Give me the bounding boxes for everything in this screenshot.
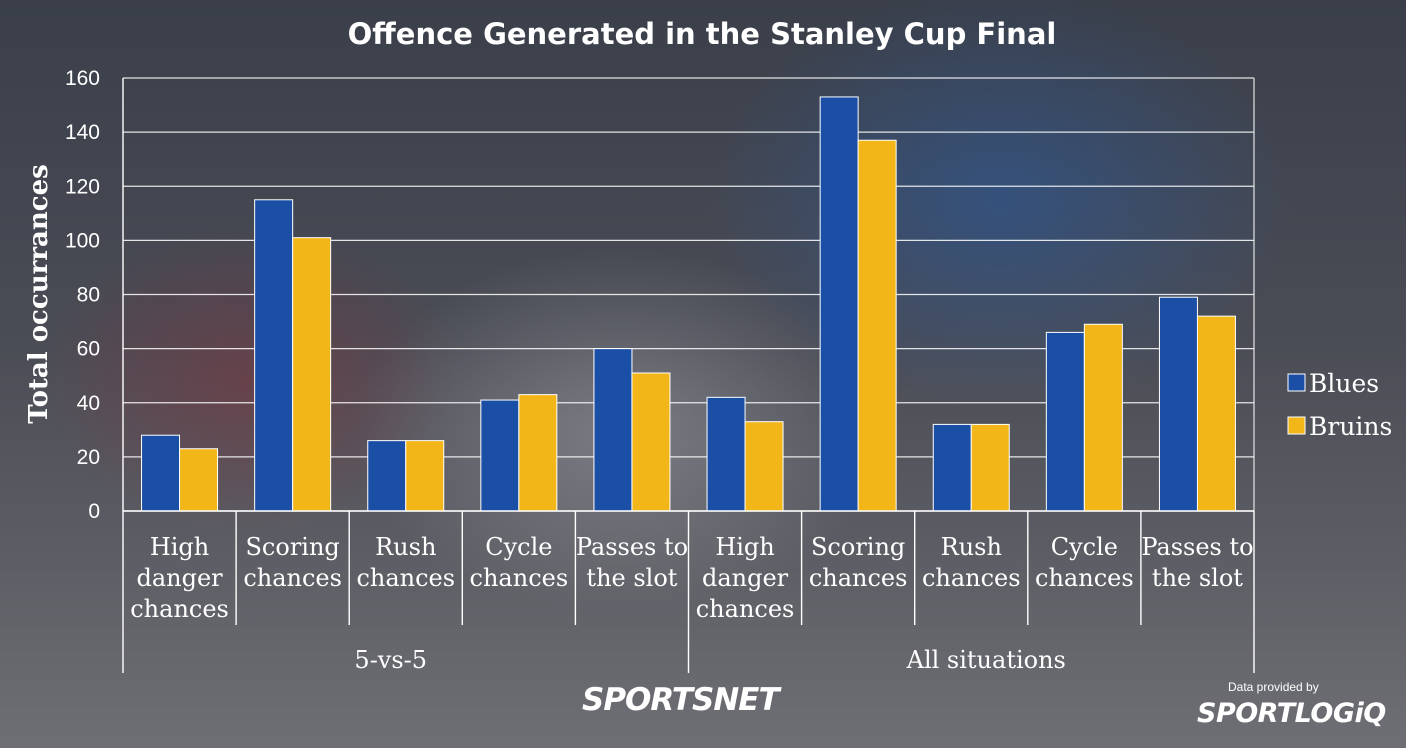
x-category-line: chances bbox=[1035, 564, 1134, 592]
bar-blues bbox=[932, 423, 972, 512]
x-category-line: chances bbox=[922, 564, 1021, 592]
x-category-label: High danger chances bbox=[696, 533, 795, 623]
x-category-line: Passes to bbox=[1141, 533, 1253, 561]
x-axis: High danger chances Scoring chances Rush chanc… bbox=[122, 510, 1255, 674]
bar-blues bbox=[593, 348, 633, 512]
bar-blues bbox=[706, 396, 746, 512]
bar-bruins bbox=[970, 423, 1010, 512]
bar-bruins bbox=[631, 372, 671, 512]
bar-blues bbox=[480, 399, 520, 512]
sportsnet-logo: SPORTSNET bbox=[582, 682, 780, 718]
y-tick-label: 0 bbox=[88, 500, 100, 523]
legend-label-blues: Blues bbox=[1309, 369, 1379, 398]
bar-blues bbox=[254, 199, 294, 512]
x-category-line: chances bbox=[470, 564, 569, 592]
x-category-label: Rush chances bbox=[356, 533, 455, 592]
y-tick-label: 160 bbox=[65, 67, 100, 90]
x-category-line: danger bbox=[136, 564, 223, 592]
x-category-line: the slot bbox=[586, 564, 677, 592]
x-category-line: Rush bbox=[375, 533, 436, 561]
y-tick-label: 40 bbox=[77, 392, 100, 415]
bar-bruins bbox=[857, 139, 897, 512]
x-category-line: chances bbox=[356, 564, 455, 592]
x-category-label: Scoring chances bbox=[243, 533, 342, 592]
x-category-label: Passes to the slot bbox=[576, 533, 688, 592]
sportlogiq-logo: SPORTLOGiQ bbox=[1197, 698, 1386, 729]
x-category-label: Cycle chances bbox=[1035, 533, 1134, 592]
x-category-line: High bbox=[715, 533, 774, 561]
bar-bruins bbox=[1083, 323, 1123, 512]
x-category-label: Scoring chances bbox=[809, 533, 908, 592]
x-category-label: Rush chances bbox=[922, 533, 1021, 592]
x-category-label: High danger chances bbox=[130, 533, 229, 623]
x-group-label: 5-vs-5 bbox=[354, 646, 427, 674]
x-category-line: Passes to bbox=[576, 533, 688, 561]
data-provided-by-text: Data provided by bbox=[1228, 680, 1319, 694]
bar-bruins bbox=[518, 394, 558, 512]
bar-blues bbox=[1045, 331, 1085, 512]
y-tick-label: 20 bbox=[77, 446, 100, 469]
legend-swatch-bruins bbox=[1287, 416, 1306, 435]
x-category-line: chances bbox=[130, 595, 229, 623]
bar-bruins bbox=[292, 237, 332, 512]
x-category-line: chances bbox=[243, 564, 342, 592]
bar-bruins bbox=[744, 421, 784, 512]
x-category-line: the slot bbox=[1152, 564, 1243, 592]
bar-bruins bbox=[1196, 315, 1236, 512]
x-category-line: Cycle bbox=[1051, 533, 1118, 561]
chart-title: Offence Generated in the Stanley Cup Fin… bbox=[348, 17, 1057, 51]
x-category-line: Scoring bbox=[811, 533, 905, 561]
y-tick-label: 100 bbox=[65, 229, 100, 252]
bar-blues bbox=[367, 440, 407, 512]
y-tick-label: 140 bbox=[65, 121, 100, 144]
x-category-line: Rush bbox=[941, 533, 1002, 561]
y-tick-label: 120 bbox=[65, 175, 100, 198]
y-tick-label: 60 bbox=[77, 338, 100, 361]
bars bbox=[141, 96, 1236, 512]
bar-blues bbox=[1158, 296, 1198, 512]
legend: Blues Bruins bbox=[1287, 369, 1392, 441]
bar-bruins bbox=[179, 448, 219, 512]
y-tick-label: 80 bbox=[77, 284, 100, 307]
legend-label-bruins: Bruins bbox=[1309, 412, 1392, 441]
bar-bruins bbox=[405, 440, 445, 512]
x-category-line: Scoring bbox=[245, 533, 339, 561]
x-category-line: chances bbox=[809, 564, 908, 592]
x-category-line: Cycle bbox=[485, 533, 552, 561]
x-category-line: danger bbox=[702, 564, 789, 592]
x-category-label: Cycle chances bbox=[470, 533, 569, 592]
x-category-label: Passes to the slot bbox=[1141, 533, 1253, 592]
x-category-line: chances bbox=[696, 595, 795, 623]
x-category-line: High bbox=[150, 533, 209, 561]
y-axis-label: Total occurrances bbox=[24, 164, 54, 424]
legend-swatch-blues bbox=[1287, 373, 1306, 392]
x-group-label: All situations bbox=[906, 646, 1066, 674]
y-tick-labels: 0 20 40 60 80 100 120 140 160 bbox=[65, 67, 100, 523]
bar-blues bbox=[141, 434, 181, 512]
bar-blues bbox=[819, 96, 859, 512]
